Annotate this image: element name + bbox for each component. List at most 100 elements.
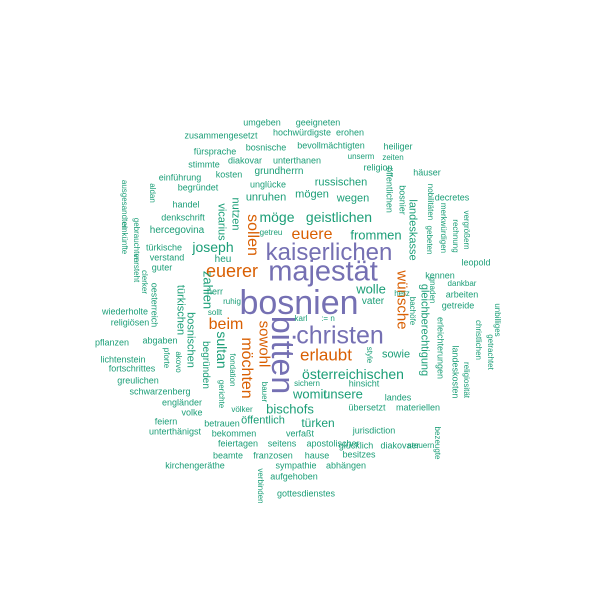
word-geeigneten: geeigneten	[295, 117, 341, 128]
word-bosnische: bosnische	[245, 142, 287, 153]
word-herz: herz	[394, 289, 410, 298]
word-akovo: akovo	[174, 351, 183, 373]
word-style: style	[365, 346, 374, 364]
word-religiosen: religiösen	[110, 317, 150, 328]
word-erohen: erohen	[335, 127, 365, 138]
word-aldan: aldan	[148, 183, 157, 203]
word-landes: landes	[384, 392, 412, 403]
word-offentlichen: öffentlichen	[384, 167, 395, 213]
word-vater: vater	[361, 296, 385, 307]
word-diakovar: diakovar	[227, 155, 263, 166]
word-bachofe: bachöfe	[408, 296, 417, 326]
word-sollen: sollen	[244, 214, 261, 256]
word-majestat: majestät	[268, 255, 378, 288]
word-feiern: feiern	[154, 416, 178, 427]
word-russischen: russischen	[314, 176, 368, 189]
word-zusammengesetzt: zusammengesetzt	[184, 130, 258, 141]
word-begrunden: begründen	[200, 341, 211, 389]
word-materiellen: materiellen	[395, 402, 441, 413]
word-ausgesandten: ausgesandten	[120, 179, 129, 231]
word-franzosen: franzosen	[253, 450, 293, 461]
word-gleichberechtigung: gleichberechtigung	[418, 283, 431, 377]
word-lichtenstein: lichtenstein	[100, 354, 146, 365]
word-wolle: wolle	[356, 281, 386, 297]
word-bekommen: bekommen	[211, 428, 257, 439]
word-guter: guter	[151, 262, 173, 273]
word-hochwurdigste: hochwürdigste	[272, 127, 332, 138]
word-steuern: steuern	[407, 441, 435, 450]
word-englander: engländer	[161, 397, 203, 408]
word-bevollmachtigten: bevollmächtigten	[297, 140, 365, 151]
word-fondation: fondation	[228, 353, 237, 387]
word-decretes: decretes	[434, 192, 470, 203]
word-christlichen: christlichen	[474, 319, 483, 361]
word-unterthanigst: unterthänigst	[148, 426, 202, 437]
word-beamte: beamte	[212, 450, 244, 461]
word-turkische: türkische	[145, 242, 183, 253]
word-besitzes: besitzes	[342, 449, 376, 460]
word-gebrauchten: gebrauchten	[132, 217, 141, 263]
word-kosten: kosten	[215, 169, 243, 180]
word-hercegovina: hercegovina	[149, 225, 205, 236]
word-mogen: mögen	[295, 188, 329, 201]
word-diakovaer: diakovaer	[380, 440, 420, 451]
word-eqn: := n	[321, 314, 335, 323]
word-volker: völker	[231, 405, 253, 414]
word-fortschrittes: fortschrittes	[108, 363, 156, 374]
word-vicarius: vicarius	[215, 203, 228, 241]
word-rechnung: rechnung	[451, 219, 460, 253]
word-frommen: frommen	[350, 227, 402, 243]
word-sowohl: sowohl	[255, 320, 273, 368]
word-umgeben: umgeben	[243, 117, 281, 128]
word-unsere: unsere	[323, 386, 363, 402]
word-volke: volke	[181, 407, 203, 418]
word-vergrossern: vergrößern	[462, 210, 471, 250]
word-herr: herr	[206, 286, 224, 297]
word-erleichterungen: erleichterungen	[435, 316, 446, 380]
word-pforte: pforte	[162, 347, 171, 369]
word-gottesdienstes: gottesdienstes	[276, 488, 336, 499]
word-arbeiten: arbeiten	[445, 289, 479, 300]
word-feiertagen: feiertagen	[217, 438, 259, 449]
word-betrauen: betrauen	[204, 418, 240, 429]
word-landeskasse: landeskasse	[406, 199, 419, 261]
word-christen: christen	[296, 321, 384, 350]
word-unserm: unserm	[347, 152, 375, 161]
word-einfuhrung: einführung	[158, 172, 202, 183]
word-religion: religion	[363, 162, 393, 173]
word-schwarzenberg: schwarzenberg	[129, 386, 191, 397]
word-joseph: joseph	[192, 239, 234, 255]
word-jurisdiction: jurisdiction	[352, 425, 396, 436]
word-erlaubt: erlaubt	[300, 345, 352, 365]
word-sowie: sowie	[381, 348, 411, 361]
word-unglucke: unglücke	[249, 179, 287, 190]
word-bezeugte: bezeugte	[433, 426, 442, 460]
word-kennen: kennen	[425, 270, 455, 281]
word-geistlichen: geistlichen	[305, 209, 373, 225]
word-fursprache: fürsprache	[193, 146, 237, 157]
word-ruhig: ruhig	[223, 297, 241, 306]
word-unbilliges: unbilliges	[493, 303, 502, 337]
word-hause: hause	[304, 450, 330, 461]
word-ubersetzt: übersetzt	[348, 402, 386, 413]
word-clerker: clerker	[140, 269, 149, 295]
word-wiederholte: wiederholte	[101, 306, 149, 317]
word-sollt: sollt	[207, 308, 223, 317]
word-turken: türken	[301, 416, 335, 430]
word-bischofs: bischofs	[266, 401, 314, 417]
word-nutzen: nutzen	[229, 197, 242, 231]
word-gebeten: gebeten	[425, 225, 434, 255]
word-sichern: sichern	[294, 379, 320, 388]
word-abhangen: abhängen	[325, 460, 367, 471]
word-offentlich: öffentlich	[241, 414, 285, 427]
word-religiositat: religiosität	[462, 361, 471, 399]
word-aufgehoben: aufgehoben	[270, 471, 318, 482]
word-denkschrift: denkschrift	[161, 212, 205, 223]
word-hauser: häuser	[413, 167, 441, 178]
word-kirchengerathe: kirchengeräthe	[165, 460, 225, 471]
word-euere: euere	[291, 226, 333, 243]
word-sympathie: sympathie	[275, 460, 317, 471]
word-bosnien: bosnien	[239, 284, 359, 322]
word-karl: karl	[294, 314, 308, 323]
